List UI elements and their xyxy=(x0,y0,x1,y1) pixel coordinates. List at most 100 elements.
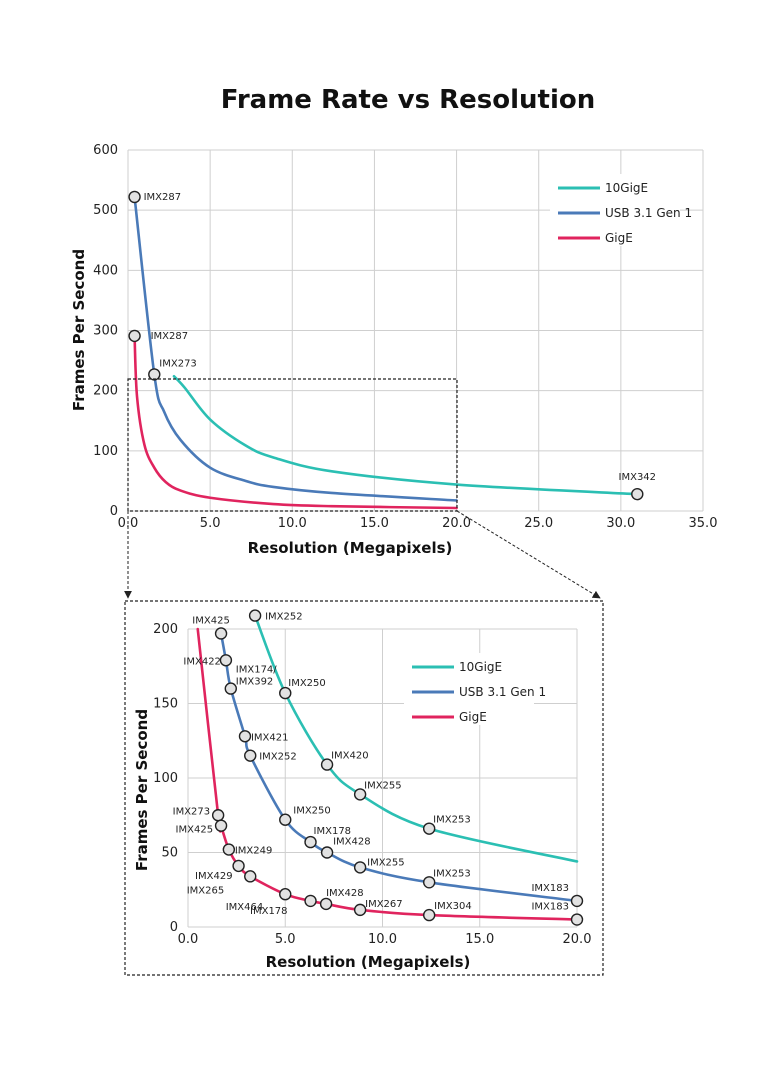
data-point-label-line: IMX273 xyxy=(173,806,211,817)
data-point-marker xyxy=(422,908,436,922)
y-tick-label: 300 xyxy=(93,324,118,339)
data-point-label: IMX255 xyxy=(364,780,402,791)
x-tick-label: 15.0 xyxy=(360,516,389,531)
data-point-marker xyxy=(353,788,367,801)
x-tick-label: 20.0 xyxy=(442,516,471,531)
data-point-label-line: IMX428 xyxy=(333,837,371,848)
data-point-label: IMX178 xyxy=(250,906,288,917)
data-point-label: IMX253 xyxy=(433,815,471,826)
data-point-marker xyxy=(422,822,436,835)
x-axis-label: Resolution (Megapixels) xyxy=(248,539,453,557)
legend-label: 10GigE xyxy=(605,181,648,195)
data-point-marker xyxy=(238,730,252,743)
data-point-marker xyxy=(279,686,292,700)
series-line-gige xyxy=(133,334,458,510)
data-point-label: IMX252 xyxy=(259,752,297,763)
data-point-label-line: IMX304 xyxy=(434,901,472,912)
data-point-marker xyxy=(148,368,161,381)
data-point-label: IMX273 xyxy=(173,806,211,817)
data-point-label: IMX464 xyxy=(226,902,264,913)
data-point-label: IMX304 xyxy=(434,901,472,912)
data-point-label: IMX253 xyxy=(433,868,471,879)
data-point-label-line: IMX425 xyxy=(192,615,230,626)
data-point-label: IMX428 xyxy=(326,888,364,899)
y-tick-label: 100 xyxy=(153,771,178,786)
data-point-label-line: IMX420 xyxy=(331,751,369,762)
series-line-usb-3-1-gen-1 xyxy=(133,195,458,502)
data-point-label-line: IMX255 xyxy=(364,780,402,791)
data-point-label-line: IMX287 xyxy=(151,331,189,342)
y-tick-label: 100 xyxy=(93,444,118,459)
series-line-10gige xyxy=(253,614,579,863)
data-point-label: IMX183 xyxy=(531,902,569,913)
data-point-label: IMX265 xyxy=(187,885,225,896)
y-tick-label: 200 xyxy=(153,622,178,637)
data-point-label: IMX421 xyxy=(251,732,289,743)
data-point-label-line: IMX250 xyxy=(293,806,331,817)
data-point-label-line: IMX421 xyxy=(251,732,289,743)
data-point-label-line: IMX265 xyxy=(187,885,225,896)
data-point-label: IMX273 xyxy=(159,358,197,369)
data-point-label-line: IMX250 xyxy=(288,678,326,689)
y-tick-label: 600 xyxy=(93,143,118,158)
legend-label: USB 3.1 Gen 1 xyxy=(605,206,692,220)
y-axis-label: Frames Per Second xyxy=(133,709,151,871)
x-axis-label: Resolution (Megapixels) xyxy=(266,953,471,971)
data-point-label-line: IMX428 xyxy=(326,888,364,899)
x-tick-label: 5.0 xyxy=(275,932,296,947)
data-point-marker xyxy=(353,903,367,917)
zoom-indicators xyxy=(124,378,604,976)
zoom-frame xyxy=(124,600,604,976)
data-point-label: IMX428 xyxy=(333,837,371,848)
data-point-label-line: IMX422 xyxy=(183,656,221,667)
zoom-region-box xyxy=(127,378,458,512)
data-point-label-line: IMX253 xyxy=(433,815,471,826)
x-tick-label: 30.0 xyxy=(606,516,635,531)
data-point-marker xyxy=(631,487,644,501)
y-tick-label: 400 xyxy=(93,263,118,278)
legend-label: GigE xyxy=(605,231,633,245)
data-point-marker xyxy=(211,809,225,822)
y-tick-label: 150 xyxy=(153,697,178,712)
data-point-label: IMX178 xyxy=(314,826,352,837)
data-point-marker xyxy=(304,894,317,908)
data-point-marker xyxy=(279,813,292,826)
data-point-label: IMX183 xyxy=(531,883,569,894)
x-tick-label: 20.0 xyxy=(563,932,592,947)
data-point-marker xyxy=(279,888,292,901)
data-point-marker xyxy=(214,627,228,640)
y-tick-label: 200 xyxy=(93,384,118,399)
data-point-label-line: IMX342 xyxy=(619,472,657,483)
zoomed-chart: 0.0 5.0 10.0 15.0 20.0 0 50 100 150 200 Resolution… xyxy=(133,609,592,971)
data-point-label: IMX287 xyxy=(144,192,182,203)
data-point-marker xyxy=(244,749,257,762)
data-point-label-line: IMX174/ xyxy=(236,665,278,676)
data-point-marker xyxy=(222,843,236,856)
data-point-label-line: IMX429 xyxy=(195,871,233,882)
x-tick-label: 15.0 xyxy=(465,932,494,947)
x-tick-label: 25.0 xyxy=(524,516,553,531)
legend-label: USB 3.1 Gen 1 xyxy=(459,685,546,699)
data-point-label-line: IMX178 xyxy=(250,906,288,917)
overview-chart: 0.0 5.0 10.0 15.0 20.0 25.0 30.0 35.00100200300… xyxy=(70,143,717,557)
data-point-label: IMX425 xyxy=(176,825,214,836)
y-tick-label: 500 xyxy=(93,203,118,218)
data-point-marker xyxy=(232,859,245,873)
y-axis-label: Frames Per Second xyxy=(70,249,88,411)
legend-background xyxy=(550,174,680,246)
data-point-marker xyxy=(319,897,333,911)
data-point-label-line: IMX252 xyxy=(265,612,303,623)
data-point-label: IMX255 xyxy=(367,857,405,868)
data-point-label: IMX267 xyxy=(365,899,403,910)
data-point-label-line: IMX392 xyxy=(236,677,274,688)
data-point-label: IMX252 xyxy=(265,612,303,623)
data-point-label: IMX287 xyxy=(151,331,189,342)
data-point-marker xyxy=(320,846,334,859)
data-point-label-line: IMX183 xyxy=(531,883,569,894)
data-point-marker xyxy=(304,835,317,849)
data-point-marker xyxy=(570,894,584,908)
data-point-label: IMX425 xyxy=(192,615,230,626)
data-point-label-line: IMX287 xyxy=(144,192,182,203)
x-tick-label: 10.0 xyxy=(368,932,397,947)
data-point-label: IMX342 xyxy=(619,472,657,483)
